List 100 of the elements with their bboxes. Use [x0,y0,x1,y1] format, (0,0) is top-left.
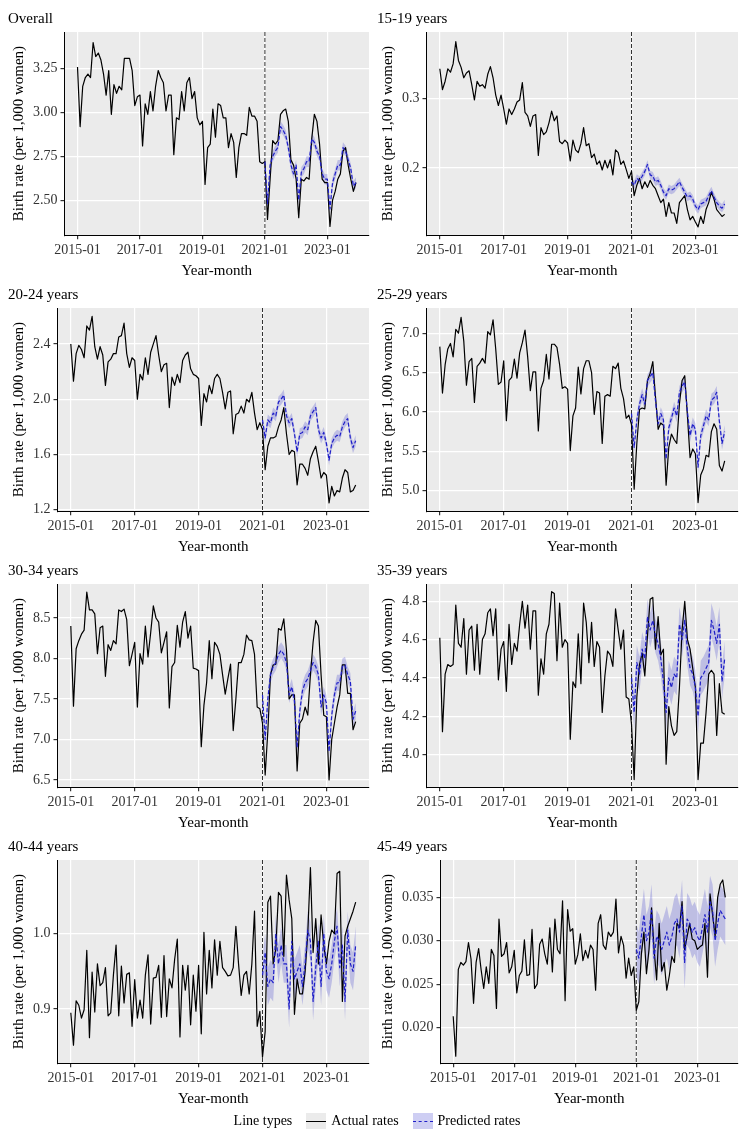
y-axis-title: Birth rate (per 1,000 women) [9,597,27,774]
y-tick-label: 0.3 [402,90,420,106]
y-axis-title: Birth rate (per 1,000 women) [378,321,396,498]
x-tick-label: 2017-01 [480,518,528,534]
y-tick-label: 7.5 [33,690,51,706]
x-tick-label: 2023-01 [303,518,350,534]
y-axis-title: Birth rate (per 1,000 women) [9,873,27,1050]
x-axis-title: Year-month [177,537,250,554]
y-tick-label: 0.025 [402,975,434,991]
y-tick-label: 2.4 [33,335,51,351]
x-tick-label: 2015-01 [416,518,464,534]
x-tick-label: 2019-01 [175,794,222,810]
x-tick-label: 2023-01 [672,518,719,534]
line-series [261,925,357,1010]
x-tick-label: 2019-01 [551,1070,599,1086]
y-tick-label: 4.8 [402,592,420,608]
y-axis-title: Birth rate (per 1,000 women) [9,321,27,498]
y-tick-label: 3.00 [33,104,58,120]
y-tick-label: 7.0 [33,731,51,747]
x-tick-label: 2015-01 [47,794,95,810]
x-tick-label: 2019-01 [175,518,222,534]
y-tick-label: 4.0 [402,746,420,762]
y-tick-label: 0.035 [402,889,434,905]
x-tick-label: 2023-01 [303,1070,350,1086]
legend-label: Predicted rates [437,1113,521,1129]
chart-title: 40-44 years [8,837,79,854]
x-tick-label: 2019-01 [544,794,591,810]
x-tick-label: 2015-01 [416,794,464,810]
y-tick-label: 6.5 [33,771,51,787]
x-tick-label: 2021-01 [239,1070,286,1086]
x-tick-label: 2017-01 [111,1070,159,1086]
y-tick-label: 0.9 [33,1000,51,1016]
chart-title: 20-24 years [8,285,79,302]
x-tick-label: 2015-01 [47,1070,95,1086]
x-axis-title: Year-month [177,1089,250,1106]
y-tick-label: 4.4 [402,669,420,685]
x-tick-label: 2017-01 [111,518,159,534]
x-axis-title: Year-month [177,813,250,830]
x-tick-label: 2021-01 [608,518,655,534]
x-tick-label: 2021-01 [241,242,289,258]
x-tick-label: 2021-01 [239,518,286,534]
line-series [635,901,726,964]
x-tick-label: 2023-01 [303,794,350,810]
chart-title: Overall [8,9,53,26]
x-axis-title: Year-month [181,261,253,278]
y-axis-title: Birth rate (per 1,000 women) [378,873,396,1050]
y-axis-title: Birth rate (per 1,000 women) [378,597,396,774]
y-tick-label: 1.0 [33,925,51,941]
line-series [630,615,726,717]
y-tick-label: 2.0 [33,390,51,406]
x-tick-label: 2021-01 [239,794,286,810]
chart-title: 15-19 years [377,9,448,26]
x-tick-label: 2023-01 [304,242,351,258]
y-tick-label: 2.50 [33,191,58,207]
y-tick-label: 8.0 [33,650,51,666]
x-tick-label: 2017-01 [116,242,164,258]
x-tick-label: 2023-01 [673,1070,721,1086]
x-tick-label: 2019-01 [175,1070,222,1086]
y-tick-label: 5.5 [402,443,420,459]
y-tick-label: 2.75 [33,148,58,164]
x-tick-label: 2015-01 [47,518,95,534]
x-tick-label: 2019-01 [179,242,226,258]
y-tick-label: 4.6 [402,631,420,647]
y-tick-label: 3.25 [33,60,58,76]
y-tick-label: 1.6 [33,446,51,462]
x-tick-label: 2015-01 [54,242,101,258]
x-tick-label: 2017-01 [480,794,528,810]
x-tick-label: 2019-01 [544,518,591,534]
legend-title: Line types [233,1113,293,1129]
x-tick-label: 2017-01 [490,1070,538,1086]
x-tick-label: 2017-01 [111,794,159,810]
y-tick-label: 0.2 [402,159,420,175]
y-axis-title: Birth rate (per 1,000 women) [378,45,396,222]
legend-label: Actual rates [331,1113,399,1129]
x-tick-label: 2015-01 [416,242,464,258]
chart-title: 30-34 years [8,561,79,578]
chart-title: 35-39 years [377,561,448,578]
x-tick-label: 2021-01 [608,242,655,258]
x-axis-title: Year-month [546,537,619,554]
y-tick-label: 5.0 [402,482,420,498]
x-tick-label: 2015-01 [429,1070,477,1086]
y-axis-title: Birth rate (per 1,000 women) [9,45,27,222]
x-axis-title: Year-month [553,1089,626,1106]
y-tick-label: 1.2 [33,501,51,517]
x-tick-label: 2021-01 [612,1070,660,1086]
x-axis-title: Year-month [546,261,619,278]
chart-title: 25-29 years [377,285,448,302]
x-tick-label: 2023-01 [672,242,719,258]
y-tick-label: 0.020 [402,1019,434,1035]
x-axis-title: Year-month [546,813,619,830]
y-tick-label: 4.2 [402,707,420,723]
y-tick-label: 6.5 [402,364,420,380]
x-tick-label: 2017-01 [480,242,528,258]
chart-title: 45-49 years [377,837,448,854]
x-tick-label: 2021-01 [608,794,655,810]
x-tick-label: 2019-01 [544,242,591,258]
y-tick-label: 7.0 [402,324,420,340]
y-tick-label: 0.030 [402,932,434,948]
y-tick-label: 8.5 [33,609,51,625]
x-tick-label: 2023-01 [672,794,719,810]
